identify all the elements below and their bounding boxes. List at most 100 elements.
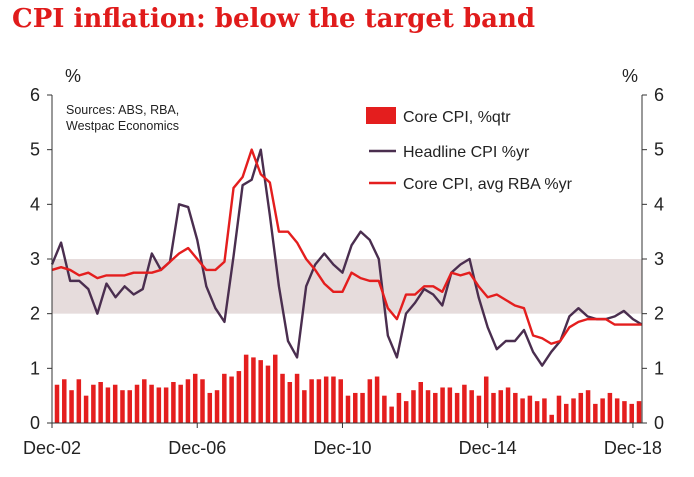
bar-core-qtr (323, 376, 329, 423)
y-tick-label-left: 6 (30, 85, 40, 105)
y-tick-label-right: 2 (654, 304, 664, 324)
legend: Core CPI, %qtr Headline CPI %yr Core CPI… (366, 107, 573, 193)
x-tick-label: Dec-06 (168, 438, 226, 458)
x-tick-label: Dec-02 (23, 438, 81, 458)
bar-core-qtr (614, 398, 620, 423)
bar-core-qtr (607, 392, 613, 423)
y-tick-label-left: 1 (30, 358, 40, 378)
bar-core-qtr (265, 365, 271, 423)
bar-core-qtr (185, 379, 191, 423)
bar-core-qtr (534, 401, 540, 423)
bar-core-qtr (563, 403, 569, 423)
y-tick-label-left: 3 (30, 249, 40, 269)
bar-core-qtr (251, 357, 256, 423)
y-tick-label-right: 3 (654, 249, 664, 269)
bar-core-qtr (440, 387, 445, 423)
bar-core-qtr (483, 376, 489, 423)
bar-core-qtr (622, 401, 627, 423)
x-tick-label: Dec-14 (459, 438, 517, 458)
bar-core-qtr (76, 379, 82, 423)
bar-core-qtr (542, 398, 547, 423)
legend-label-core-qtr: Core CPI, %qtr (403, 109, 511, 126)
bar-core-qtr (374, 376, 380, 423)
legend-label-headline: Headline CPI %yr (403, 144, 530, 161)
source-line-1: Sources: ABS, RBA, (66, 103, 179, 117)
bar-core-qtr (389, 406, 394, 423)
bar-core-qtr (571, 398, 576, 423)
line-headline-cpi (50, 148, 643, 367)
line-core-cpi-avg (51, 148, 642, 345)
bar-core-qtr (62, 379, 67, 423)
bar-core-qtr (54, 384, 60, 423)
bar-core-qtr (316, 379, 322, 423)
bar-core-qtr (134, 384, 140, 423)
bar-core-qtr (112, 384, 118, 423)
bar-core-qtr (600, 398, 605, 423)
bar-core-qtr (520, 398, 525, 423)
right-unit-label: % (622, 66, 638, 86)
y-tick-label-right: 1 (654, 358, 664, 378)
target-band (52, 259, 642, 314)
bar-core-qtr (272, 354, 278, 423)
bar-core-qtr (629, 403, 634, 423)
bar-core-qtr (433, 392, 438, 423)
bar-core-qtr (636, 401, 642, 423)
bar-core-qtr (98, 382, 103, 423)
bar-core-qtr (578, 392, 584, 423)
y-tick-label-left: 0 (30, 413, 40, 433)
bar-core-qtr (593, 403, 598, 423)
bar-core-qtr (469, 390, 474, 423)
bar-core-qtr (309, 379, 314, 423)
left-unit-label: % (65, 66, 81, 86)
bar-core-qtr (549, 414, 554, 423)
bar-core-qtr (192, 373, 198, 423)
bar-core-qtr (120, 390, 125, 423)
bar-core-qtr (367, 379, 373, 423)
bar-core-qtr (127, 390, 132, 423)
bar-core-qtr (360, 392, 365, 423)
bar-core-qtr (447, 387, 453, 423)
bar-core-qtr (83, 395, 89, 423)
bar-core-qtr (236, 371, 242, 423)
x-tick-label: Dec-18 (604, 438, 662, 458)
bar-core-qtr (229, 376, 234, 423)
tick-labels: 0 0 1 1 2 2 3 3 4 4 5 5 6 6 Dec-02 Dec-06 Dec-10 Dec-14 De… (23, 85, 664, 458)
bar-core-qtr (287, 382, 293, 423)
bar-core-qtr (91, 384, 96, 423)
bar-core-qtr (425, 390, 431, 423)
bar-core-qtr (163, 387, 169, 423)
bar-core-qtr (156, 387, 162, 423)
bar-core-qtr (382, 395, 387, 423)
bar-core-qtr (353, 392, 358, 423)
bar-core-qtr (105, 387, 111, 423)
bar-core-qtr (331, 376, 336, 423)
bar-core-qtr (491, 392, 496, 423)
bar-core-qtr (411, 390, 416, 423)
bar-core-qtr (142, 379, 147, 423)
y-tick-label-left: 5 (30, 140, 40, 160)
x-tick-label: Dec-10 (313, 438, 371, 458)
y-tick-label-right: 5 (654, 140, 664, 160)
bar-core-qtr (476, 395, 482, 423)
bar-core-qtr (513, 392, 518, 423)
bar-core-qtr (69, 390, 74, 423)
chart-axes (47, 94, 647, 428)
bar-core-qtr (214, 390, 220, 423)
bar-core-qtr (258, 360, 263, 423)
bar-core-qtr (462, 384, 467, 423)
y-tick-label-left: 4 (30, 194, 40, 214)
bar-core-qtr (556, 395, 562, 423)
bar-core-qtr (403, 401, 409, 423)
bar-core-qtr (585, 390, 591, 423)
chart-title: CPI inflation: below the target band (12, 4, 536, 34)
bar-core-qtr (222, 373, 227, 423)
bar-core-qtr (294, 373, 300, 423)
y-tick-label-right: 4 (654, 194, 664, 214)
source-line-2: Westpac Economics (66, 119, 179, 133)
chart-lines (50, 148, 643, 367)
y-tick-label-right: 6 (654, 85, 664, 105)
bar-core-qtr (527, 395, 533, 423)
core-qtr-bars (54, 354, 642, 423)
bar-core-qtr (149, 384, 154, 423)
